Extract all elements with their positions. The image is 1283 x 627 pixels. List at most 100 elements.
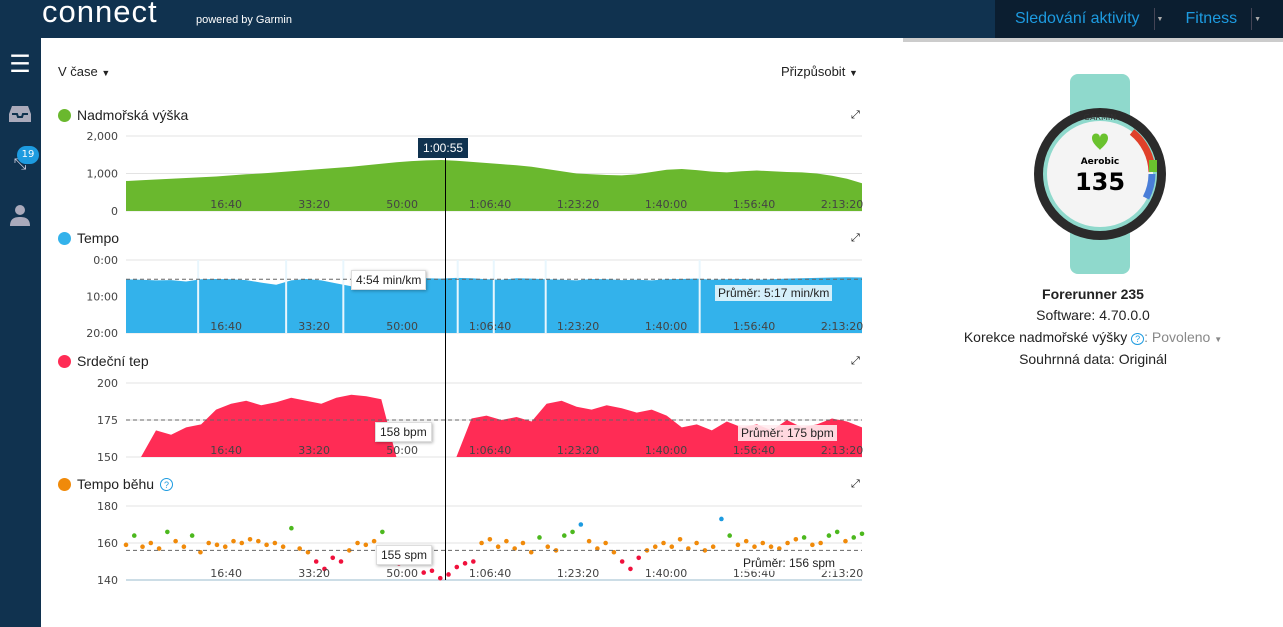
elevation-correction-select[interactable]: : Povoleno ▼: [1144, 329, 1222, 345]
x-tick-label: 16:40: [210, 444, 242, 457]
y-tick-label: 0:00: [93, 254, 118, 267]
expand-icon[interactable]: ⤢: [851, 477, 860, 490]
cadence-point: [669, 544, 675, 549]
cadence-point: [710, 544, 716, 549]
cadence-point: [603, 540, 608, 546]
cadence-point: [140, 544, 145, 549]
cursor-line: [445, 157, 446, 580]
cadence-point: [834, 529, 840, 535]
cadence-point: [189, 533, 195, 538]
chart-title: Srdeční tep: [77, 353, 149, 369]
x-tick-label: 1:23:20: [557, 198, 599, 211]
cadence-point: [743, 538, 749, 544]
nav-label[interactable]: Sledování aktivity: [1015, 10, 1140, 27]
y-tick-label: 140: [97, 574, 118, 587]
heart-rate-area: [126, 394, 862, 457]
cadence-point: [313, 559, 319, 564]
y-tick-label: 20:00: [86, 327, 118, 340]
x-tick-label: 1:23:20: [557, 567, 599, 580]
x-tick-label: 1:06:40: [469, 444, 511, 457]
chevron-down-icon[interactable]: ▼: [1251, 8, 1263, 30]
x-tick-label: 1:40:00: [645, 198, 687, 211]
x-tick-label: 16:40: [210, 198, 242, 211]
chevron-down-icon[interactable]: ▼: [1214, 335, 1223, 344]
elevation-correction-value[interactable]: : Povoleno: [1144, 329, 1211, 345]
chevron-down-icon[interactable]: ▼: [848, 68, 858, 78]
cursor-time-label: 1:00:55: [418, 138, 469, 158]
cadence-point: [619, 559, 625, 564]
nav-label[interactable]: Fitness: [1185, 10, 1238, 27]
pace-average-label: Průměr: 5:17 min/km: [715, 285, 833, 301]
cadence-point: [338, 559, 344, 564]
cadence-point: [454, 564, 460, 570]
summary-data: Souhrnná data: Originál: [1019, 351, 1167, 367]
customize-button[interactable]: Přizpůsobit ▼: [781, 64, 858, 79]
hr-cursor-value: 158 bpm: [375, 422, 432, 442]
cadence-point: [181, 544, 187, 549]
cadence-point: [173, 538, 178, 544]
x-tick-label: 33:20: [298, 320, 330, 333]
cadence-point: [545, 544, 551, 549]
chevron-down-icon[interactable]: ▼: [1153, 8, 1166, 30]
cadence-point: [247, 537, 253, 542]
cadence-point: [801, 535, 807, 540]
hr-average-label: Průměr: 175 bpm: [738, 425, 837, 441]
cadence-point: [380, 529, 385, 535]
profile-icon[interactable]: [5, 204, 35, 231]
y-tick-label: 180: [97, 500, 118, 513]
elevation-dot-icon: [58, 108, 71, 122]
inbox-icon[interactable]: [5, 104, 35, 128]
y-tick-label: 1,000: [87, 168, 119, 181]
menu-icon[interactable]: ☰: [9, 50, 31, 78]
cadence-point: [561, 533, 567, 538]
x-tick-label: 1:56:40: [733, 320, 775, 333]
view-select-label[interactable]: V čase: [58, 64, 98, 79]
expand-icon[interactable]: ⤢: [851, 231, 860, 244]
x-tick-label: 1:40:00: [645, 444, 687, 457]
cadence-point: [537, 535, 542, 540]
chevron-down-icon[interactable]: ▼: [101, 68, 111, 78]
cadence-point: [636, 555, 642, 561]
hr-dot-icon: [58, 354, 71, 368]
y-tick-label: 200: [97, 377, 118, 390]
cadence-point: [843, 538, 848, 544]
cadence-point: [826, 533, 832, 538]
cadence-cursor-value: 155 spm: [376, 545, 433, 565]
x-tick-label: 33:20: [298, 567, 330, 580]
expand-icon[interactable]: ⤢: [851, 108, 860, 121]
svg-text:135: 135: [1075, 168, 1125, 196]
cadence-point: [719, 516, 724, 522]
elevation-correction: Korekce nadmořské výšky ?: Povoleno ▼: [903, 329, 1283, 345]
cadence-point: [479, 540, 484, 546]
view-select[interactable]: V čase ▼: [58, 64, 110, 79]
y-tick-label: 150: [97, 451, 118, 464]
charts-canvas[interactable]: 2,000 1,000 0 16:40 33:20 50:00 1:06:40 1:23:20…: [0, 0, 903, 627]
nav-fitness[interactable]: Fitness ▼: [1166, 0, 1264, 38]
expand-icon[interactable]: ⤢: [851, 354, 860, 367]
x-tick-label: 1:06:40: [469, 567, 511, 580]
chart-title: Nadmořská výška: [77, 107, 189, 123]
powered-by-text: powered by Garmin: [196, 14, 292, 26]
cadence-point: [330, 555, 336, 561]
cadence-point: [148, 540, 154, 546]
x-tick-label: 33:20: [298, 198, 330, 211]
cadence-point: [156, 546, 162, 551]
watch-image: GARMIN Aerobic 135: [1032, 74, 1168, 274]
help-icon[interactable]: ?: [1131, 333, 1145, 345]
x-tick-label: 33:20: [298, 444, 330, 457]
cadence-point: [586, 538, 592, 544]
customize-label[interactable]: Přizpůsobit: [781, 64, 846, 79]
nav-activity-tracking[interactable]: Sledování aktivity ▼: [995, 0, 1166, 38]
cadence-point: [735, 542, 741, 548]
cadence-point: [528, 549, 534, 555]
sidebar: ☰ ⤡: [0, 38, 41, 627]
x-tick-label: 1:23:20: [557, 444, 599, 457]
top-nav: Sledování aktivity ▼ Fitness ▼: [995, 0, 1283, 38]
notification-badge[interactable]: 19: [17, 146, 39, 164]
connect-logo[interactable]: connect: [42, 0, 158, 29]
cadence-point: [611, 549, 617, 555]
elevation-title: Nadmořská výška: [58, 107, 188, 123]
help-icon[interactable]: ?: [160, 477, 174, 491]
x-tick-label: 1:06:40: [469, 320, 511, 333]
svg-text:GARMIN: GARMIN: [1084, 113, 1116, 122]
